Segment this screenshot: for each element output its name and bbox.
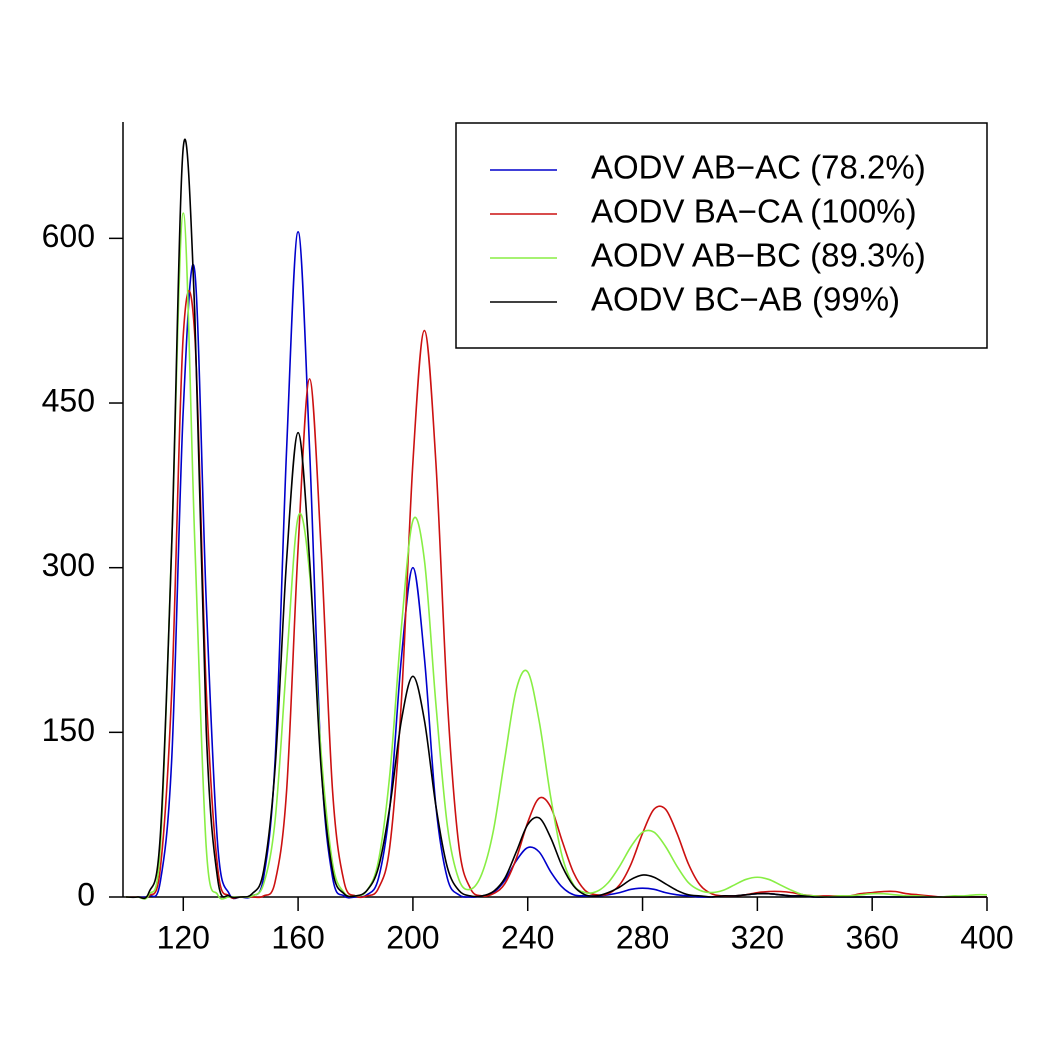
series-line bbox=[125, 138, 987, 900]
legend-label: AODV AB−AC (78.2%) bbox=[591, 149, 926, 186]
legend-box bbox=[455, 122, 988, 349]
legend-label: AODV BC−AB (99%) bbox=[591, 281, 900, 318]
x-tick-label: 240 bbox=[501, 919, 554, 955]
y-tick-label: 150 bbox=[42, 712, 95, 748]
legend-label: AODV AB−BC (89.3%) bbox=[591, 237, 926, 274]
legend: AODV AB−AC (78.2%) AODV BA−CA (100%) AODV … bbox=[455, 122, 988, 349]
y-tick-label: 0 bbox=[77, 876, 95, 912]
x-tick-label: 280 bbox=[616, 919, 669, 955]
x-tick-label: 360 bbox=[845, 919, 898, 955]
x-tick-label: 400 bbox=[960, 919, 1013, 955]
x-tick-label: 200 bbox=[386, 919, 439, 955]
x-tick-label: 160 bbox=[271, 919, 324, 955]
y-tick-label: 450 bbox=[42, 382, 95, 418]
y-tick-label: 300 bbox=[42, 547, 95, 583]
x-tick-label: 120 bbox=[157, 919, 210, 955]
series-line bbox=[125, 289, 987, 900]
y-tick-label: 600 bbox=[42, 218, 95, 254]
x-tick-label: 320 bbox=[731, 919, 784, 955]
legend-label: AODV BA−CA (100%) bbox=[591, 193, 917, 230]
